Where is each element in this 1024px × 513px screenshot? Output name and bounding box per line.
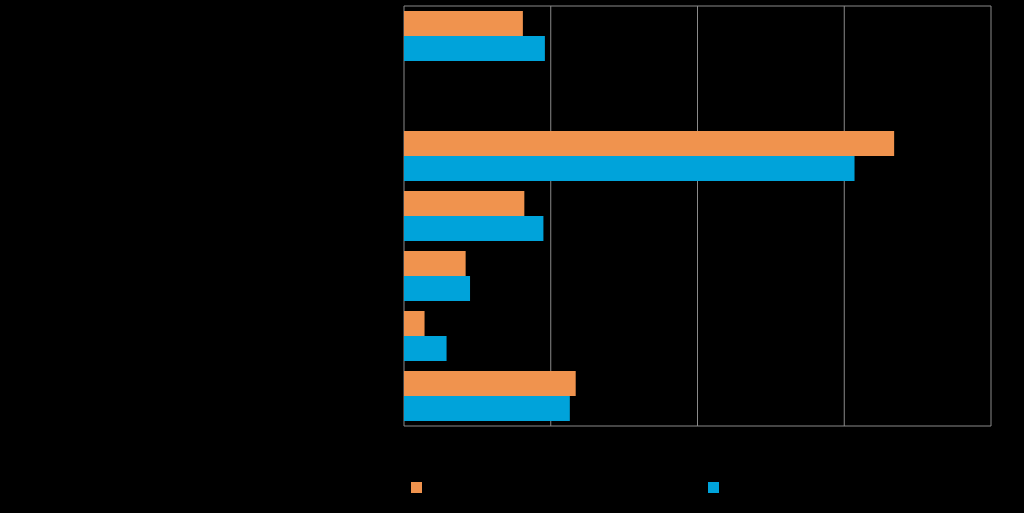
bar [404,276,471,301]
bar [404,371,576,396]
bar [404,216,544,241]
bar [404,396,570,421]
bar [404,156,855,181]
bar [404,11,523,36]
bar [404,36,545,61]
legend-swatch [708,482,719,493]
bar [404,191,525,216]
bar [404,131,895,156]
bar [404,336,447,361]
bar [404,251,466,276]
legend-swatch [411,482,422,493]
bar [404,311,425,336]
